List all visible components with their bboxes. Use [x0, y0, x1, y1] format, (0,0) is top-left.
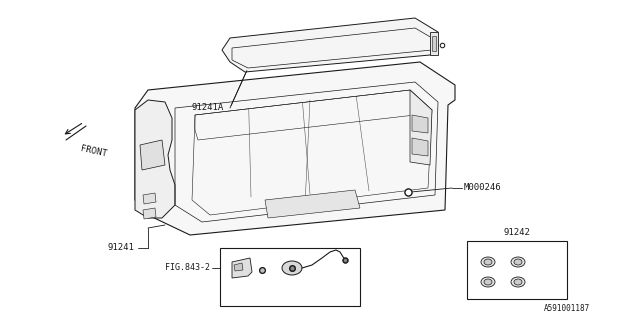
Ellipse shape — [484, 279, 492, 285]
Bar — [220, 248, 360, 306]
Text: A591001187: A591001187 — [544, 304, 590, 313]
Text: M000246: M000246 — [464, 183, 502, 193]
Ellipse shape — [484, 259, 492, 265]
Polygon shape — [135, 62, 455, 235]
Text: FIG.843-2: FIG.843-2 — [165, 263, 210, 273]
Ellipse shape — [282, 261, 302, 275]
Polygon shape — [432, 36, 436, 51]
Text: 91241A: 91241A — [192, 103, 224, 113]
Polygon shape — [430, 32, 438, 55]
Polygon shape — [412, 138, 428, 156]
Polygon shape — [143, 208, 156, 219]
Ellipse shape — [481, 277, 495, 287]
Polygon shape — [265, 190, 360, 218]
Ellipse shape — [511, 257, 525, 267]
Polygon shape — [412, 115, 428, 133]
Text: FRONT: FRONT — [80, 144, 108, 158]
Polygon shape — [232, 258, 252, 278]
Ellipse shape — [514, 259, 522, 265]
Polygon shape — [140, 140, 165, 170]
Ellipse shape — [481, 257, 495, 267]
Polygon shape — [410, 90, 432, 165]
Polygon shape — [222, 18, 438, 72]
Bar — [467, 241, 567, 299]
Ellipse shape — [514, 279, 522, 285]
Text: 91242: 91242 — [504, 228, 531, 237]
Polygon shape — [143, 193, 156, 204]
Polygon shape — [234, 263, 243, 271]
Ellipse shape — [511, 277, 525, 287]
Text: 91241: 91241 — [108, 244, 135, 252]
Polygon shape — [135, 100, 175, 218]
